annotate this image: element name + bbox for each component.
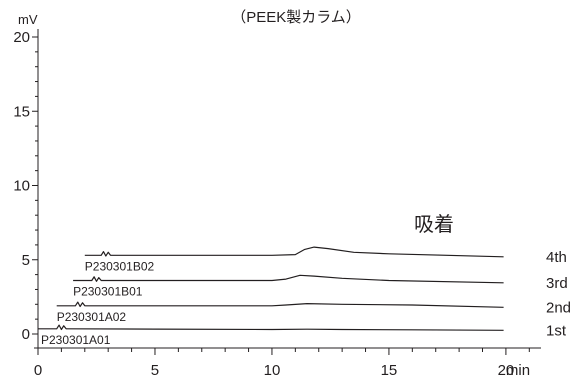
x-tick-label: 20 bbox=[498, 362, 515, 378]
trace-labels: 1st P230301A01 2nd P230301A02 3rd P230301B01 4… bbox=[41, 249, 571, 347]
trace-1st bbox=[38, 324, 504, 331]
trace-2nd bbox=[56, 301, 504, 308]
series-label: 2nd bbox=[546, 299, 571, 316]
x-tick-label: 0 bbox=[34, 362, 42, 378]
y-tick-label: 10 bbox=[13, 178, 30, 195]
series-label: 1st bbox=[546, 322, 567, 339]
y-tick-label: 0 bbox=[22, 326, 30, 343]
series-label: 3rd bbox=[546, 275, 568, 292]
traces bbox=[38, 246, 504, 331]
series-label: 4th bbox=[546, 249, 567, 266]
sample-label: P230301A01 bbox=[41, 333, 111, 347]
sample-label: P230301B02 bbox=[85, 259, 155, 273]
y-tick-label: 15 bbox=[13, 103, 30, 120]
y-axis-unit-label: mV bbox=[18, 12, 38, 27]
trace-3rd bbox=[73, 274, 504, 284]
axes: 0 5 10 15 20 0 5 10 15 20 bbox=[13, 29, 541, 378]
chart-title: （PEEK製カラム） bbox=[231, 9, 361, 26]
y-tick-label: 20 bbox=[13, 29, 30, 46]
y-tick-label: 5 bbox=[22, 252, 30, 269]
x-tick-label: 5 bbox=[151, 362, 159, 378]
x-tick-label: 15 bbox=[381, 362, 398, 378]
adsorption-annotation: 吸着 bbox=[414, 213, 454, 236]
sample-label: P230301B01 bbox=[73, 285, 143, 299]
x-axis-unit-label: min bbox=[506, 362, 530, 378]
sample-label: P230301A02 bbox=[57, 310, 127, 324]
trace-4th bbox=[84, 246, 504, 258]
x-tick-label: 10 bbox=[264, 362, 281, 378]
